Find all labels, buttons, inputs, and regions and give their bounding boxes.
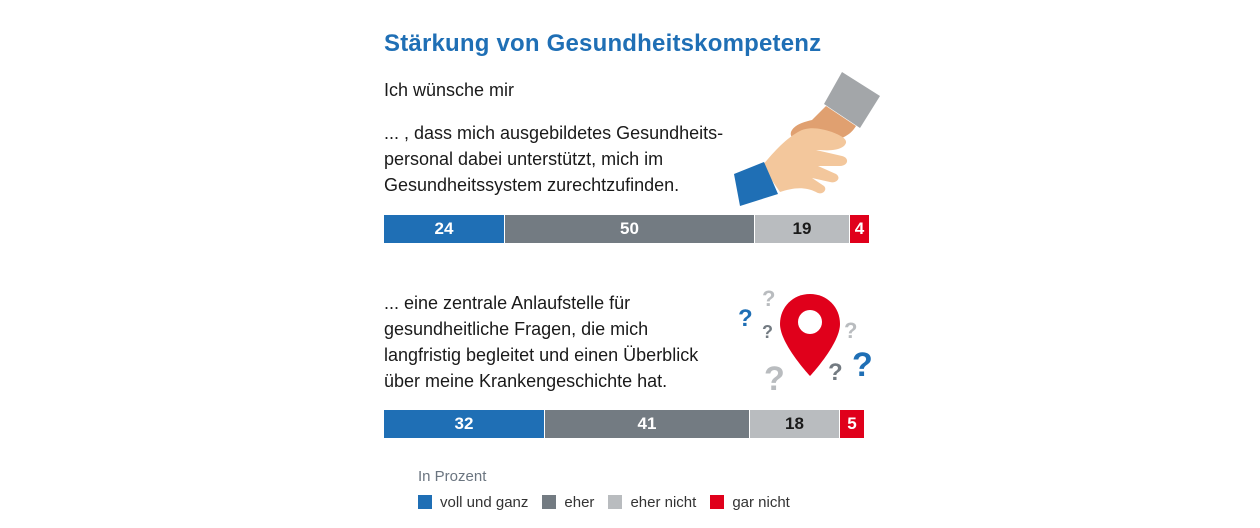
segment-eher-nicht: 18 bbox=[749, 410, 839, 438]
chart-title: Stärkung von Gesundheitskompetenz bbox=[384, 30, 822, 57]
helping-hand-icon bbox=[734, 72, 880, 206]
segment-voll-und-ganz: 32 bbox=[384, 410, 544, 438]
svg-text:?: ? bbox=[764, 360, 785, 398]
statement-2-text: ... eine zentrale Anlaufstelle für gesun… bbox=[384, 293, 699, 391]
location-pin-question-icon: ? ? ? ? ? ? ? bbox=[738, 286, 873, 398]
segment-voll-und-ganz: 24 bbox=[384, 215, 504, 243]
segment-eher: 41 bbox=[544, 410, 749, 438]
svg-text:?: ? bbox=[828, 359, 843, 386]
legend-label: voll und ganz bbox=[440, 493, 529, 511]
svg-text:?: ? bbox=[762, 322, 773, 342]
svg-text:?: ? bbox=[762, 286, 775, 311]
legend-item-voll-und-ganz: voll und ganz bbox=[418, 494, 528, 511]
legend-swatch bbox=[542, 495, 557, 509]
segment-eher-nicht: 19 bbox=[754, 215, 849, 243]
legend-swatch bbox=[418, 495, 432, 509]
svg-text:?: ? bbox=[738, 305, 753, 332]
svg-text:?: ? bbox=[844, 318, 857, 343]
segment-eher: 50 bbox=[504, 215, 754, 243]
intro-text: Ich wünsche mir bbox=[384, 80, 515, 100]
legend-label: eher nicht bbox=[630, 493, 697, 511]
legend-swatch bbox=[608, 495, 623, 509]
stacked-bar-statement-1: 24 50 19 4 bbox=[384, 215, 869, 243]
legend-item-eher-nicht: eher nicht bbox=[608, 494, 696, 511]
statement-1-text: ... , dass mich ausgebildetes Gesundheit… bbox=[384, 123, 724, 195]
stacked-bar-statement-2: 32 41 18 5 bbox=[384, 410, 864, 438]
legend: voll und ganz eher eher nicht gar nicht bbox=[418, 492, 804, 512]
legend-item-gar-nicht: gar nicht bbox=[710, 494, 790, 511]
segment-gar-nicht: 5 bbox=[839, 410, 864, 438]
legend-item-eher: eher bbox=[542, 494, 594, 511]
legend-label: eher bbox=[564, 493, 595, 511]
legend-label: gar nicht bbox=[732, 493, 790, 511]
segment-gar-nicht: 4 bbox=[849, 215, 869, 243]
svg-text:?: ? bbox=[852, 346, 873, 384]
unit-label: In Prozent bbox=[418, 468, 487, 485]
legend-swatch bbox=[710, 495, 725, 509]
